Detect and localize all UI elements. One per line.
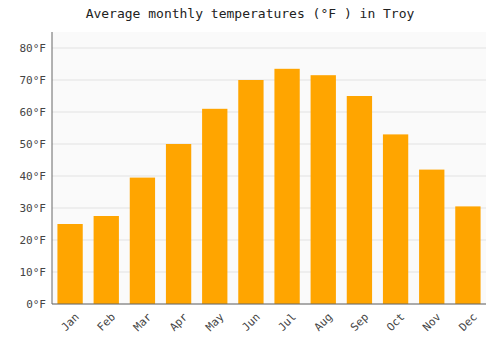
y-tick-label: 50°F — [20, 138, 47, 151]
bar — [274, 69, 299, 304]
x-tick-label: Jan — [59, 311, 82, 334]
x-tick-label: Mar — [131, 310, 155, 334]
y-tick-label: 30°F — [20, 202, 47, 215]
x-tick-label: Jul — [276, 311, 299, 334]
y-tick-label: 10°F — [20, 266, 47, 279]
title: Average monthly temperatures (°F ) in Tr… — [86, 6, 415, 21]
y-tick-label: 20°F — [20, 234, 47, 247]
x-tick-label: Nov — [420, 310, 444, 334]
y-tick-label: 0°F — [26, 298, 46, 311]
x-tick-label: Feb — [95, 311, 118, 334]
grid-line — [52, 48, 486, 49]
x-tick-label: Aug — [312, 311, 335, 334]
bar — [166, 144, 191, 304]
grid — [52, 48, 486, 304]
x-tick-label: Dec — [456, 311, 479, 334]
x-tick-label: May — [203, 310, 227, 334]
y-tick-label: 70°F — [20, 74, 47, 87]
chart-container: Average monthly temperatures (°F ) in Tr… — [0, 0, 500, 350]
bar — [347, 96, 372, 304]
x-tick-label: Apr — [167, 310, 191, 334]
x-tick-label: Jun — [239, 311, 262, 334]
x-axis-line — [52, 304, 486, 305]
plot-background — [52, 32, 486, 304]
grid-line — [52, 80, 486, 81]
bar — [419, 170, 444, 304]
y-tick-label: 40°F — [20, 170, 47, 183]
y-tick-label: 60°F — [20, 106, 47, 119]
grid-line — [52, 304, 486, 305]
x-tick-label: Sep — [348, 311, 371, 334]
x-tick-label: Oct — [384, 311, 407, 334]
y-tick-label: 80°F — [20, 42, 47, 55]
chart: Average monthly temperatures (°F ) in Tr… — [0, 0, 500, 350]
grid-line — [52, 112, 486, 113]
bar — [238, 80, 263, 304]
bar — [57, 224, 82, 304]
grid-line — [52, 144, 486, 145]
bar — [455, 206, 480, 304]
bar — [130, 178, 155, 304]
bar — [311, 75, 336, 304]
y-axis-line — [52, 32, 53, 304]
bar — [94, 216, 119, 304]
bars — [57, 69, 480, 304]
bar — [202, 109, 227, 304]
bar — [383, 134, 408, 304]
